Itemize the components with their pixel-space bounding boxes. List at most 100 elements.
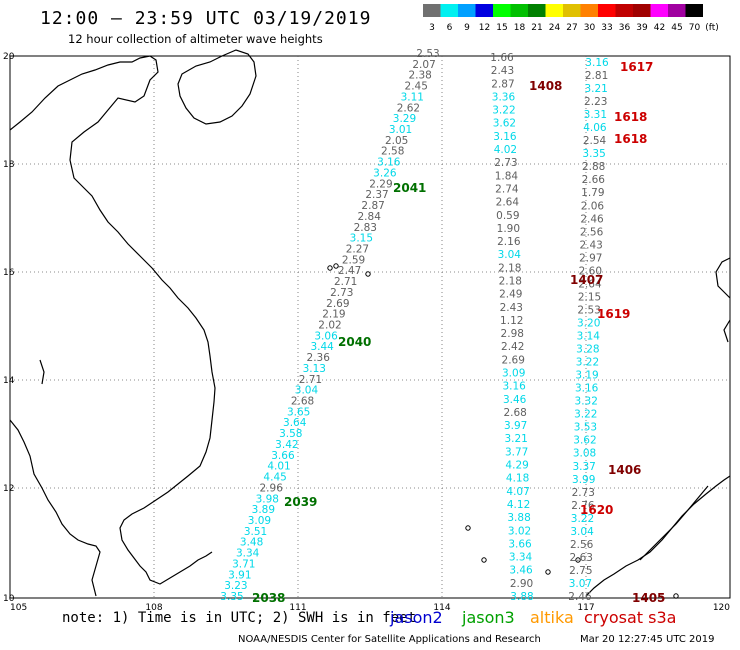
swh-value: 2.53 — [577, 304, 600, 316]
swh-value: 4.29 — [505, 460, 528, 472]
swh-value: 3.16 — [502, 381, 526, 393]
scale-swatch — [493, 4, 511, 17]
pass-time-label: 2040 — [338, 335, 371, 349]
swh-value: 3.66 — [271, 450, 295, 462]
swh-value: 3.32 — [575, 396, 598, 408]
y-tick-label: 12 — [3, 484, 14, 494]
map-title: 12:00 – 23:59 UTC 03/19/2019 — [40, 8, 372, 29]
pass-time-label: 1618 — [614, 110, 647, 124]
generated-timestamp: Mar 20 12:27:45 UTC 2019 — [580, 634, 715, 645]
swh-value: 3.42 — [275, 439, 298, 451]
swh-value: 2.56 — [580, 226, 604, 238]
swh-value: 3.89 — [252, 504, 275, 516]
swh-value: 2.43 — [579, 239, 602, 251]
swh-value: 3.34 — [236, 548, 260, 560]
swh-value: 2.29 — [369, 178, 392, 190]
swh-value: 2.18 — [499, 275, 522, 287]
swh-value: 2.46 — [568, 591, 592, 603]
swh-value: 3.37 — [572, 461, 595, 473]
swh-value: 3.35 — [582, 148, 605, 160]
coast-segment — [639, 485, 709, 561]
swh-value: 3.04 — [570, 526, 594, 538]
swh-value: 3.62 — [493, 118, 516, 130]
swh-value: 2.16 — [497, 236, 521, 248]
swh-value: 2.83 — [354, 222, 377, 234]
pass-time-label: 1620 — [580, 503, 613, 517]
swh-value: 3.09 — [502, 368, 525, 380]
swh-value: 2.73 — [330, 287, 353, 299]
swh-value: 3.07 — [569, 578, 592, 590]
pass-time-label: 2041 — [393, 181, 426, 195]
swh-value: 1.90 — [497, 223, 520, 235]
swh-value: 2.60 — [579, 265, 602, 277]
scale-label: 9 — [464, 23, 470, 33]
swh-value: 3.01 — [389, 124, 412, 136]
swh-value: 1.66 — [490, 52, 514, 64]
scale-label: 42 — [654, 23, 665, 33]
swh-value: 3.44 — [310, 341, 334, 353]
swh-value: 3.14 — [577, 331, 601, 343]
swh-value: 3.15 — [350, 233, 373, 245]
swh-value: 3.16 — [575, 383, 599, 395]
swh-value: 3.09 — [248, 515, 271, 527]
scale-label: 18 — [514, 23, 526, 33]
swh-value: 2.02 — [318, 320, 341, 332]
swh-value: 3.31 — [584, 109, 607, 121]
scale-label: 6 — [447, 23, 453, 33]
scale-label: 15 — [496, 23, 507, 33]
scale-swatch — [563, 4, 581, 17]
x-tick-label: 120 — [713, 603, 730, 613]
swh-value: 3.46 — [509, 565, 533, 577]
pass-time-label: 1406 — [608, 463, 641, 477]
swh-value: 3.22 — [574, 409, 597, 421]
scale-swatch — [615, 4, 633, 17]
swh-value: 3.98 — [256, 493, 279, 505]
swh-value: 2.59 — [342, 254, 365, 266]
swh-value: 4.18 — [506, 473, 529, 485]
y-tick-label: 16 — [3, 268, 15, 278]
swh-value: 2.64 — [578, 278, 602, 290]
swh-value: 2.43 — [500, 302, 523, 314]
scale-label: 21 — [531, 23, 542, 33]
swh-value: 2.42 — [501, 341, 524, 353]
swh-value: 3.19 — [575, 370, 598, 382]
swh-value: 3.88 — [510, 591, 533, 603]
x-tick-label: 108 — [145, 603, 162, 613]
swh-value: 2.54 — [583, 135, 607, 147]
coast-segment — [9, 55, 216, 585]
swh-value: 3.65 — [287, 406, 310, 418]
swh-value: 2.37 — [365, 189, 388, 201]
color-scale-legend: 3 6 9 12 15 18 21 24 27 30 33 36 39 42 45 70 (ft) — [423, 4, 719, 33]
swh-value: 2.05 — [385, 135, 408, 147]
scale-label: 36 — [619, 23, 631, 33]
swh-value: 3.16 — [377, 157, 401, 169]
scale-label: 24 — [549, 23, 561, 33]
x-tick-label: 114 — [433, 603, 450, 613]
swh-value: 3.23 — [224, 580, 247, 592]
swh-value: 3.46 — [503, 394, 527, 406]
swh-value: 2.71 — [299, 374, 322, 386]
swh-value: 3.04 — [295, 385, 319, 397]
swh-value: 3.02 — [508, 525, 531, 537]
swh-value: 2.84 — [358, 211, 382, 223]
swh-value: 2.73 — [572, 487, 595, 499]
swh-value: 2.71 — [334, 276, 357, 288]
island — [333, 263, 339, 269]
island — [545, 569, 551, 575]
swh-value: 4.02 — [494, 144, 517, 156]
y-tick-label: 18 — [3, 160, 15, 170]
swh-value: 2.66 — [582, 174, 606, 186]
x-tick-label: 117 — [577, 603, 594, 613]
swh-value: 3.62 — [573, 435, 596, 447]
swh-value: 2.97 — [579, 252, 602, 264]
swh-value: 3.22 — [571, 513, 594, 525]
swh-value: 3.21 — [504, 433, 527, 445]
scale-swatch — [545, 4, 563, 17]
swh-value: 3.16 — [493, 131, 517, 143]
pass-time-label: 1618 — [614, 132, 647, 146]
swh-value: 3.66 — [508, 538, 532, 550]
scale-label: 33 — [601, 23, 612, 33]
swh-value: 2.68 — [291, 396, 314, 408]
swh-value: 2.43 — [491, 65, 514, 77]
